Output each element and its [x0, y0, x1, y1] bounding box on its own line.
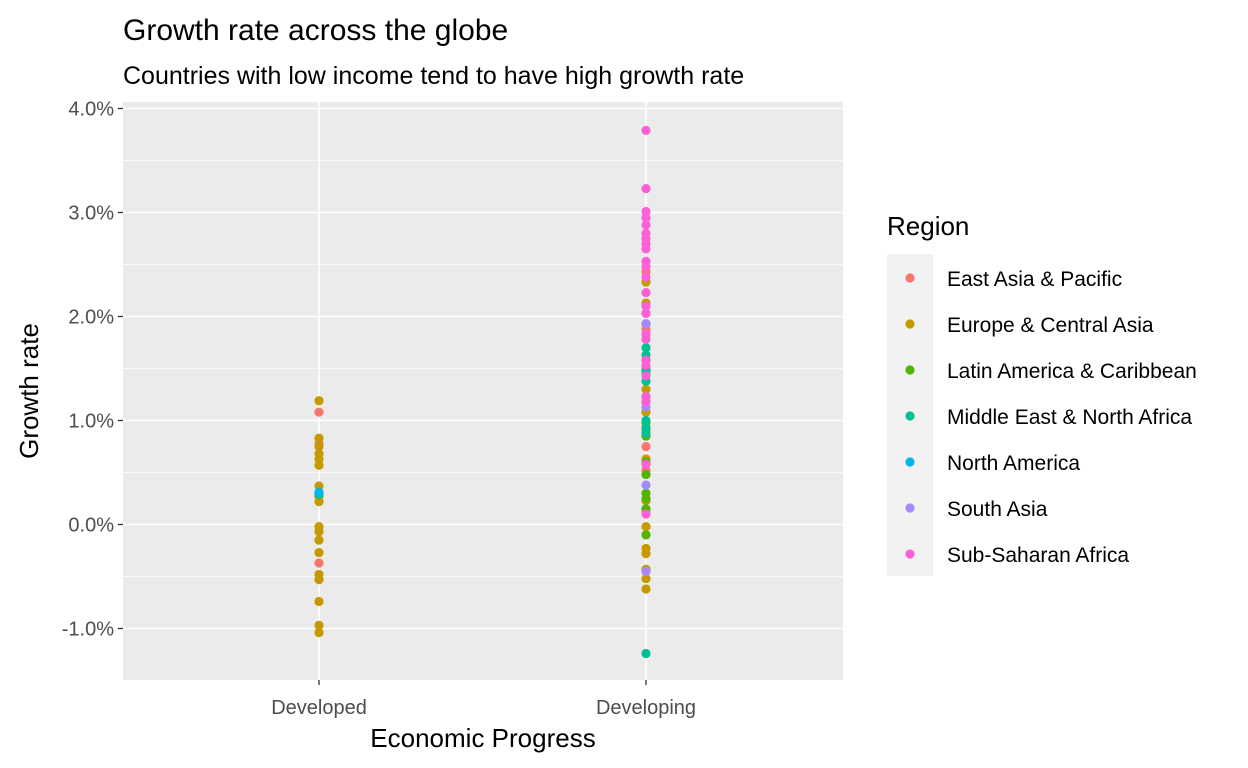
data-point — [314, 460, 324, 470]
data-point — [641, 530, 651, 540]
data-point — [641, 220, 651, 230]
legend-item-label: East Asia & Pacific — [947, 268, 1122, 291]
x-axis-title: Economic Progress — [370, 723, 595, 753]
legend-key-dot — [905, 273, 915, 283]
axes: -1.0% 0.0% 1.0% 2.0% 3.0% 4.0% Developed Develo… — [62, 99, 696, 720]
legend-key-dot — [905, 457, 915, 467]
legend-key-dot — [905, 503, 915, 513]
data-point — [314, 407, 324, 417]
legend-item-label: Middle East & North Africa — [947, 406, 1192, 429]
data-point — [641, 183, 651, 194]
legend-key-dot — [905, 365, 915, 375]
data-point — [641, 308, 651, 318]
data-points — [314, 125, 651, 659]
data-point — [641, 549, 651, 559]
legend-item-label: Europe & Central Asia — [947, 314, 1154, 337]
data-point — [641, 493, 651, 504]
data-point — [314, 527, 324, 537]
data-point — [641, 441, 651, 452]
legend-title: Region — [887, 211, 969, 241]
data-point — [641, 509, 651, 519]
data-point — [314, 596, 324, 607]
y-tick-label: 3.0% — [68, 203, 114, 225]
data-point — [314, 433, 324, 443]
data-point — [641, 360, 651, 370]
data-point — [641, 319, 651, 329]
y-tick-label: 4.0% — [68, 99, 114, 121]
data-point — [314, 547, 324, 558]
legend-key-dot — [905, 319, 915, 329]
y-tick-label: 1.0% — [68, 411, 114, 433]
data-point — [641, 272, 651, 282]
data-point — [314, 558, 324, 568]
chart-subtitle: Countries with low income tend to have h… — [123, 62, 744, 90]
data-point — [641, 125, 651, 135]
legend: East Asia & Pacific Europe & Central Asia… — [905, 268, 1197, 567]
y-axis-title: Growth rate — [14, 323, 44, 459]
plot-panel — [123, 102, 843, 680]
data-point — [314, 575, 324, 585]
data-point — [314, 535, 324, 545]
legend-key-dot — [905, 411, 915, 421]
legend-item-label: Latin America & Caribbean — [947, 360, 1197, 383]
y-tick-label: -1.0% — [62, 619, 114, 641]
legend-item-label: South Asia — [947, 498, 1048, 521]
y-tick-label: 0.0% — [68, 515, 114, 537]
data-point — [314, 441, 324, 452]
data-point — [314, 620, 324, 630]
y-tick-label: 2.0% — [68, 307, 114, 329]
data-point — [641, 584, 651, 594]
data-point — [641, 428, 651, 438]
data-point — [641, 459, 651, 469]
x-tick-label: Developing — [596, 697, 696, 719]
legend-item-label: North America — [947, 452, 1080, 475]
data-point — [641, 521, 651, 532]
data-point — [641, 469, 651, 480]
data-point — [641, 213, 651, 223]
data-point — [641, 301, 651, 311]
data-point — [641, 397, 651, 407]
data-point — [641, 261, 651, 272]
x-tick-label: Developed — [271, 697, 367, 719]
data-point — [314, 396, 324, 406]
chart-title: Growth rate across the globe — [123, 14, 508, 47]
data-point — [314, 487, 324, 497]
data-point — [641, 334, 651, 344]
data-point — [641, 244, 651, 254]
data-point — [641, 343, 651, 353]
data-point — [641, 287, 651, 298]
data-point — [641, 480, 651, 490]
data-point — [641, 566, 651, 576]
data-point — [641, 384, 651, 394]
legend-key-dot — [905, 549, 915, 559]
legend-item-label: Sub-Saharan Africa — [947, 544, 1129, 567]
data-point — [641, 573, 651, 584]
data-point — [641, 415, 651, 426]
data-point — [314, 497, 324, 507]
data-point — [641, 648, 651, 659]
data-point — [314, 628, 324, 638]
data-point — [641, 371, 651, 381]
